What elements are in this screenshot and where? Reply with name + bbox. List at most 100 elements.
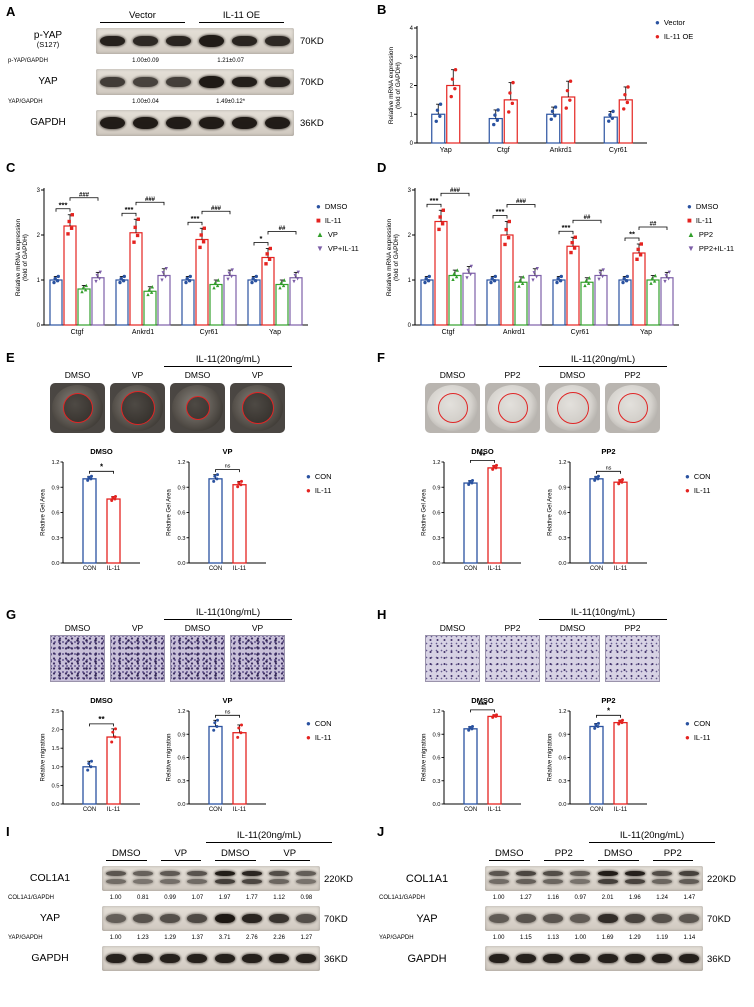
bar xyxy=(157,274,171,326)
data-point xyxy=(607,119,611,123)
category-label: Cyr61 xyxy=(571,329,590,336)
panel-i: I IL-11(20ng/mL) DMSO VP DMSO VP COL1A1 220KD… xyxy=(6,824,374,1006)
condition-label: PP2 xyxy=(504,623,521,633)
treatment-title-i: IL-11(20ng/mL) xyxy=(206,830,332,843)
data-point xyxy=(296,270,300,275)
legend-label: IL-11 xyxy=(693,486,711,495)
bar xyxy=(91,277,105,326)
data-point xyxy=(511,80,515,85)
blot-band xyxy=(160,914,181,923)
data-point xyxy=(623,93,627,97)
y-tick-label: 1 xyxy=(37,278,41,284)
migration-chart-h-pp2: PP2 0.0 0.3 0.6 0.9 1.2 Relative migration CON I… xyxy=(548,696,647,813)
data-point xyxy=(264,262,268,266)
category-label: Ctgf xyxy=(497,147,510,154)
data-point xyxy=(149,290,154,294)
data-point xyxy=(507,219,511,224)
data-point xyxy=(97,277,102,281)
data-point xyxy=(618,719,622,723)
blot-band xyxy=(488,870,509,876)
data-point xyxy=(230,268,234,272)
gel-chart-e-dmso: DMSO 0.0 0.3 0.6 0.9 1.2 Relative Gel Area CON I… xyxy=(41,447,140,572)
bar xyxy=(275,283,289,326)
y-tick-label: 0 xyxy=(37,323,41,329)
blot-band xyxy=(597,913,618,924)
y-tick-label: 0.0 xyxy=(177,802,185,808)
data-point xyxy=(441,208,445,212)
sig-bracket xyxy=(426,203,442,208)
bar xyxy=(488,117,503,144)
quant-value: 1.21±0.07 xyxy=(217,58,244,64)
y-tick-label: 2 xyxy=(408,233,412,239)
treatment-title-h: IL-11(10ng/mL) xyxy=(539,607,667,620)
size-label: 70KD xyxy=(300,77,324,88)
blot-band xyxy=(187,914,208,923)
y-tick-label: 2 xyxy=(410,84,414,90)
y-tick-label: 0.3 xyxy=(51,536,59,542)
data-point xyxy=(624,279,629,283)
blot-band xyxy=(515,953,536,964)
migration-photo xyxy=(545,635,600,682)
quant-value: 1.77 xyxy=(246,895,258,901)
legend-item: ■ IL-11 xyxy=(316,216,359,225)
y-tick-label: 0.5 xyxy=(51,783,59,789)
blot-band xyxy=(515,878,536,884)
data-point xyxy=(611,109,615,114)
bar xyxy=(594,274,608,326)
sig-label: * xyxy=(607,706,611,715)
data-point xyxy=(239,731,243,735)
legend-b: ● Vector ● IL-11 OE xyxy=(655,18,693,46)
quant-value: 1.23 xyxy=(137,935,149,941)
blot-band xyxy=(105,870,126,876)
legend-item: ▲ PP2 xyxy=(687,230,734,239)
data-point xyxy=(90,474,93,478)
data-point xyxy=(185,276,189,281)
data-point xyxy=(620,480,624,484)
data-point xyxy=(87,761,91,765)
legend-label: IL-11 OE xyxy=(663,32,694,41)
blot-band xyxy=(199,35,224,47)
legend-marker-icon: ● xyxy=(685,485,690,495)
quant-ratio-label: YAP/GAPDH xyxy=(8,99,43,105)
blot-band xyxy=(488,914,509,923)
chart-title: PP2 xyxy=(601,447,615,456)
blot-band xyxy=(133,35,158,47)
data-point xyxy=(586,281,591,285)
category-label: IL-11 xyxy=(488,566,502,572)
data-point xyxy=(215,477,219,481)
legend-item: ● CON xyxy=(306,719,332,728)
data-point xyxy=(213,474,217,478)
sig-label: * xyxy=(100,462,104,471)
data-point xyxy=(556,276,560,281)
data-point xyxy=(281,283,286,288)
data-point xyxy=(555,280,559,285)
legend-marker-icon: ● xyxy=(306,485,311,495)
blot-band xyxy=(652,878,673,884)
data-point xyxy=(435,108,440,112)
blot-band xyxy=(105,914,126,923)
sig-bracket xyxy=(89,723,114,727)
protein-label: GAPDH xyxy=(30,117,66,128)
category-label: Ankrd1 xyxy=(550,147,572,154)
blot-band xyxy=(543,878,564,884)
condition-label: DMSO xyxy=(439,623,466,633)
blot-band xyxy=(543,914,564,923)
y-tick-label: 0.3 xyxy=(177,536,185,542)
data-point xyxy=(468,480,472,484)
quant-ratio-label: COL1A1/GAPDH xyxy=(8,895,55,901)
sig-bracket xyxy=(470,459,495,463)
legend-item: ● IL-11 xyxy=(306,486,332,495)
bar xyxy=(552,279,566,326)
bar xyxy=(77,288,91,326)
legend-marker-icon: ■ xyxy=(316,215,321,225)
blot-band xyxy=(652,914,673,923)
data-point xyxy=(250,280,254,285)
blot-band xyxy=(100,76,125,88)
data-point xyxy=(86,768,90,772)
data-point xyxy=(596,725,600,728)
y-axis-label: Relative migration xyxy=(422,733,428,781)
data-point xyxy=(503,242,507,247)
treatment-title-g: IL-11(10ng/mL) xyxy=(164,607,292,620)
quant-value: 0.99 xyxy=(164,895,176,901)
sig-star: *** xyxy=(430,196,439,205)
